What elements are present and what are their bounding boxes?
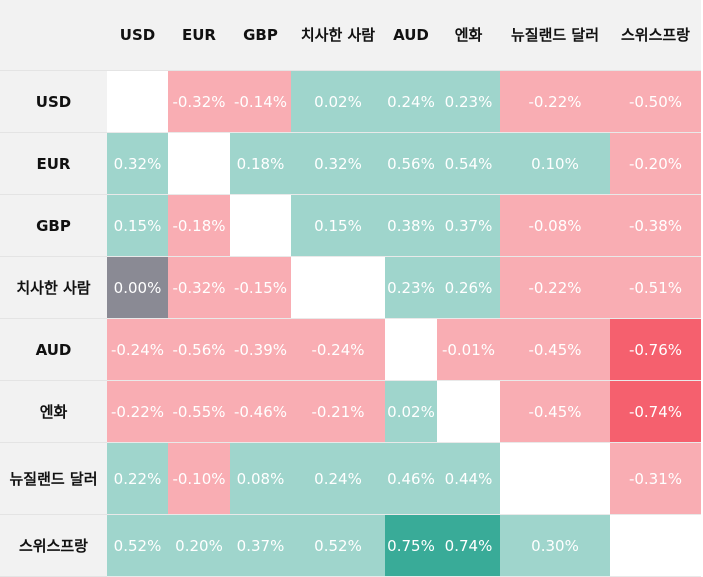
- change-cell: -0.18%: [168, 194, 230, 257]
- change-cell: -0.24%: [291, 318, 385, 381]
- column-header-1: EUR: [168, 0, 230, 71]
- change-cell: -0.55%: [168, 380, 230, 443]
- change-cell: [230, 194, 291, 257]
- change-cell: -0.15%: [230, 256, 291, 319]
- column-header-2: GBP: [230, 0, 291, 71]
- change-cell: 0.38%: [385, 194, 437, 257]
- change-cell: 0.15%: [291, 194, 385, 257]
- change-cell: [385, 318, 437, 381]
- row-header: AUD: [0, 318, 107, 381]
- change-cell: 0.32%: [291, 132, 385, 195]
- column-header-7: 스위스프랑: [610, 0, 701, 71]
- change-cell: -0.08%: [500, 194, 610, 257]
- change-cell: 0.08%: [230, 442, 291, 515]
- table-row: 엔화 -0.22% -0.55% -0.46% -0.21% 0.02% -0.45% -0.…: [0, 380, 701, 443]
- column-header-3: 치사한 사람: [291, 0, 385, 71]
- change-cell: [437, 380, 500, 443]
- change-cell: [291, 256, 385, 319]
- table-row: 뉴질랜드 달러 0.22% -0.10% 0.08% 0.24% 0.46% 0.44% -0…: [0, 442, 701, 515]
- change-cell: 0.23%: [385, 256, 437, 319]
- column-header-4: AUD: [385, 0, 437, 71]
- change-cell: 0.20%: [168, 514, 230, 577]
- change-cell: -0.50%: [610, 70, 701, 133]
- change-cell: 0.75%: [385, 514, 437, 577]
- change-cell: 0.24%: [385, 70, 437, 133]
- change-cell: 0.52%: [107, 514, 168, 577]
- change-cell: -0.45%: [500, 380, 610, 443]
- change-cell: 0.30%: [500, 514, 610, 577]
- change-cell: -0.39%: [230, 318, 291, 381]
- column-header-5: 엔화: [437, 0, 500, 71]
- change-cell: -0.20%: [610, 132, 701, 195]
- table-row: GBP 0.15% -0.18% 0.15% 0.38% 0.37% -0.08% -0.38…: [0, 194, 701, 257]
- change-cell: -0.38%: [610, 194, 701, 257]
- column-header-6: 뉴질랜드 달러: [500, 0, 610, 71]
- change-cell: [107, 70, 168, 133]
- change-cell: 0.24%: [291, 442, 385, 515]
- table-row: USD -0.32% -0.14% 0.02% 0.24% 0.23% -0.22% -0.5…: [0, 70, 701, 133]
- table-row: EUR 0.32% 0.18% 0.32% 0.56% 0.54% 0.10% -0.20%: [0, 132, 701, 195]
- row-header: 치사한 사람: [0, 256, 107, 319]
- change-cell: 0.37%: [437, 194, 500, 257]
- change-cell: -0.32%: [168, 70, 230, 133]
- table-row: 스위스프랑 0.52% 0.20% 0.37% 0.52% 0.75% 0.74% 0.30%: [0, 514, 701, 577]
- row-header: GBP: [0, 194, 107, 257]
- change-cell: -0.76%: [610, 318, 701, 381]
- change-cell: [168, 132, 230, 195]
- change-cell: 0.54%: [437, 132, 500, 195]
- change-cell: 0.02%: [291, 70, 385, 133]
- change-cell: -0.24%: [107, 318, 168, 381]
- table-row: AUD -0.24% -0.56% -0.39% -0.24% -0.01% -0.45% -…: [0, 318, 701, 381]
- row-header: 엔화: [0, 380, 107, 443]
- table-row: 치사한 사람 0.00% -0.32% -0.15% 0.23% 0.26% -0.22% -…: [0, 256, 701, 319]
- row-header: EUR: [0, 132, 107, 195]
- change-cell: [500, 442, 610, 515]
- row-header: 스위스프랑: [0, 514, 107, 577]
- change-cell: -0.46%: [230, 380, 291, 443]
- change-cell: -0.14%: [230, 70, 291, 133]
- change-cell: -0.01%: [437, 318, 500, 381]
- change-cell: 0.02%: [385, 380, 437, 443]
- change-cell: 0.10%: [500, 132, 610, 195]
- change-cell: -0.22%: [500, 256, 610, 319]
- change-cell: -0.22%: [107, 380, 168, 443]
- change-cell: -0.51%: [610, 256, 701, 319]
- change-cell: 0.23%: [437, 70, 500, 133]
- header-row: USD EUR GBP 치사한 사람 AUD 엔화 뉴질랜드 달러 스위스프랑: [0, 0, 701, 71]
- change-cell: 0.00%: [107, 256, 168, 319]
- change-cell: -0.56%: [168, 318, 230, 381]
- change-cell: 0.18%: [230, 132, 291, 195]
- change-cell: -0.21%: [291, 380, 385, 443]
- change-cell: -0.32%: [168, 256, 230, 319]
- change-cell: 0.37%: [230, 514, 291, 577]
- change-cell: 0.32%: [107, 132, 168, 195]
- change-cell: 0.74%: [437, 514, 500, 577]
- column-header-0: USD: [107, 0, 168, 71]
- corner-cell: [0, 0, 107, 71]
- row-header: USD: [0, 70, 107, 133]
- change-cell: -0.45%: [500, 318, 610, 381]
- change-cell: -0.74%: [610, 380, 701, 443]
- change-cell: 0.26%: [437, 256, 500, 319]
- change-cell: 0.52%: [291, 514, 385, 577]
- change-cell: 0.15%: [107, 194, 168, 257]
- change-cell: -0.22%: [500, 70, 610, 133]
- change-cell: -0.31%: [610, 442, 701, 515]
- row-header: 뉴질랜드 달러: [0, 442, 107, 515]
- change-cell: 0.46%: [385, 442, 437, 515]
- change-cell: -0.10%: [168, 442, 230, 515]
- change-cell: 0.22%: [107, 442, 168, 515]
- change-cell: [610, 514, 701, 577]
- change-cell: 0.44%: [437, 442, 500, 515]
- change-cell: 0.56%: [385, 132, 437, 195]
